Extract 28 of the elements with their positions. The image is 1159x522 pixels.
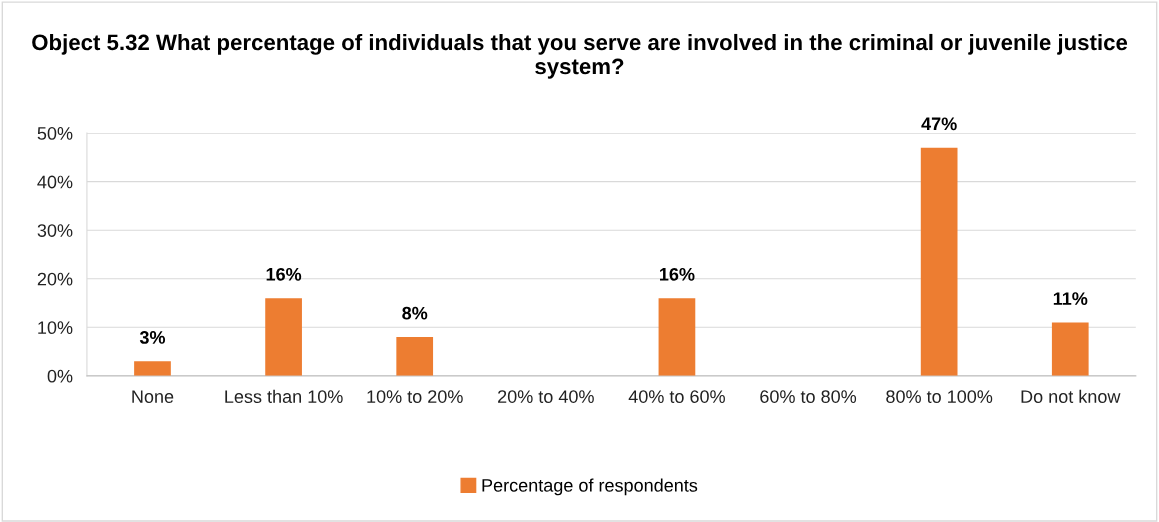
bar (658, 298, 696, 376)
bar (265, 298, 302, 376)
bar (134, 361, 171, 376)
y-tick-label: 50% (37, 127, 73, 140)
data-label: 3% (139, 331, 166, 344)
x-tick-label: 60% to 80% (760, 390, 857, 403)
bar (396, 337, 434, 376)
data-label: 47% (921, 117, 957, 131)
x-tick-label: None (132, 390, 174, 403)
y-tick-label: 0% (47, 369, 73, 383)
data-label: 8% (402, 306, 428, 320)
bar (1051, 322, 1089, 376)
chart-title: Object 5.32 What percentage of individuals that you serve are involved in the criminal or juvenile justice system? (32, 33, 1128, 79)
x-tick-label: Less than 10% (225, 389, 343, 403)
bar (920, 147, 958, 376)
y-tick-label: 30% (37, 224, 73, 237)
legend-label: Percentage of respondents (482, 478, 698, 496)
y-tick-label: 40% (37, 175, 73, 189)
data-label: 16% (660, 267, 695, 281)
x-tick-label: 40% to 60% (628, 390, 725, 403)
y-tick-label: 20% (37, 272, 73, 286)
x-tick-label: 10% to 20% (367, 390, 463, 403)
x-tick-label: 80% to 100% (886, 390, 993, 403)
data-label: 11% (1053, 292, 1088, 305)
data-label: 16% (266, 267, 302, 281)
x-tick-label: Do not know (1021, 389, 1121, 403)
x-tick-label: 20% to 40% (498, 390, 594, 403)
y-tick-label: 10% (38, 321, 73, 335)
